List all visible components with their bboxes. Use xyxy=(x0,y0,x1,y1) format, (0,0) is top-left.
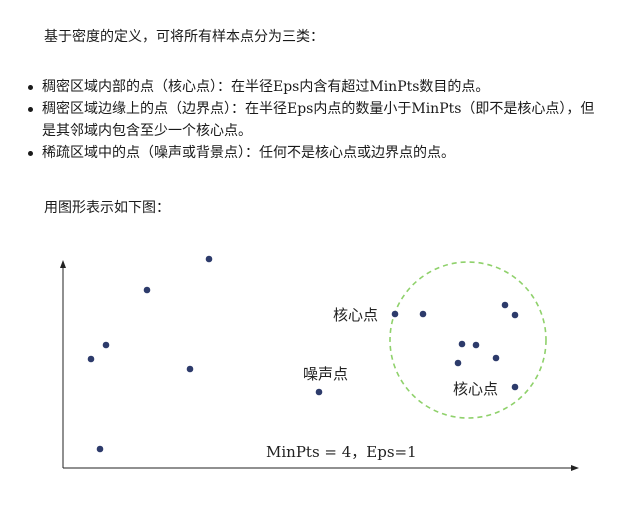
noise-point xyxy=(315,388,323,396)
core-point-label: 核心点 xyxy=(333,306,378,324)
point xyxy=(511,311,519,319)
list-item-core-point: 稠密区域内部的点（核心点）：在半径Eps内含有超过MinPts数目的点。 xyxy=(28,76,598,98)
noise-point-label: 噪声点 xyxy=(303,365,348,383)
point xyxy=(87,355,95,363)
eps-neighborhood-circle xyxy=(389,261,547,419)
dbscan-diagram: 核心点 噪声点 核心点 MinPts = 4，Eps=1 xyxy=(60,255,579,471)
core-point xyxy=(511,383,519,391)
point xyxy=(143,286,151,294)
x-axis-arrow-icon xyxy=(571,465,579,471)
core-point-label-2: 核心点 xyxy=(453,380,498,398)
y-axis-arrow-icon xyxy=(60,260,66,268)
intro-text: 基于密度的定义，可将所有样本点分为三类： xyxy=(44,29,324,45)
figure-caption: 用图形表示如下图： xyxy=(44,200,170,216)
params-label: MinPts = 4，Eps=1 xyxy=(266,443,417,461)
point xyxy=(419,310,427,318)
core-point xyxy=(391,310,399,318)
list-item-noise-point: 稀疏区域中的点（噪声或背景点）：任何不是核心点或边界点的点。 xyxy=(28,142,598,164)
point xyxy=(501,301,509,309)
point xyxy=(205,255,213,263)
point-type-list: 稠密区域内部的点（核心点）：在半径Eps内含有超过MinPts数目的点。 稠密区… xyxy=(28,76,598,164)
point xyxy=(472,341,480,349)
point xyxy=(102,341,110,349)
point xyxy=(186,365,194,373)
point xyxy=(492,354,500,362)
point xyxy=(454,359,462,367)
point xyxy=(96,445,104,453)
sample-points xyxy=(87,255,519,453)
list-item-border-point: 稠密区域边缘上的点（边界点）：在半径Eps内点的数量小于MinPts（即不是核心… xyxy=(28,98,598,142)
point xyxy=(458,340,466,348)
